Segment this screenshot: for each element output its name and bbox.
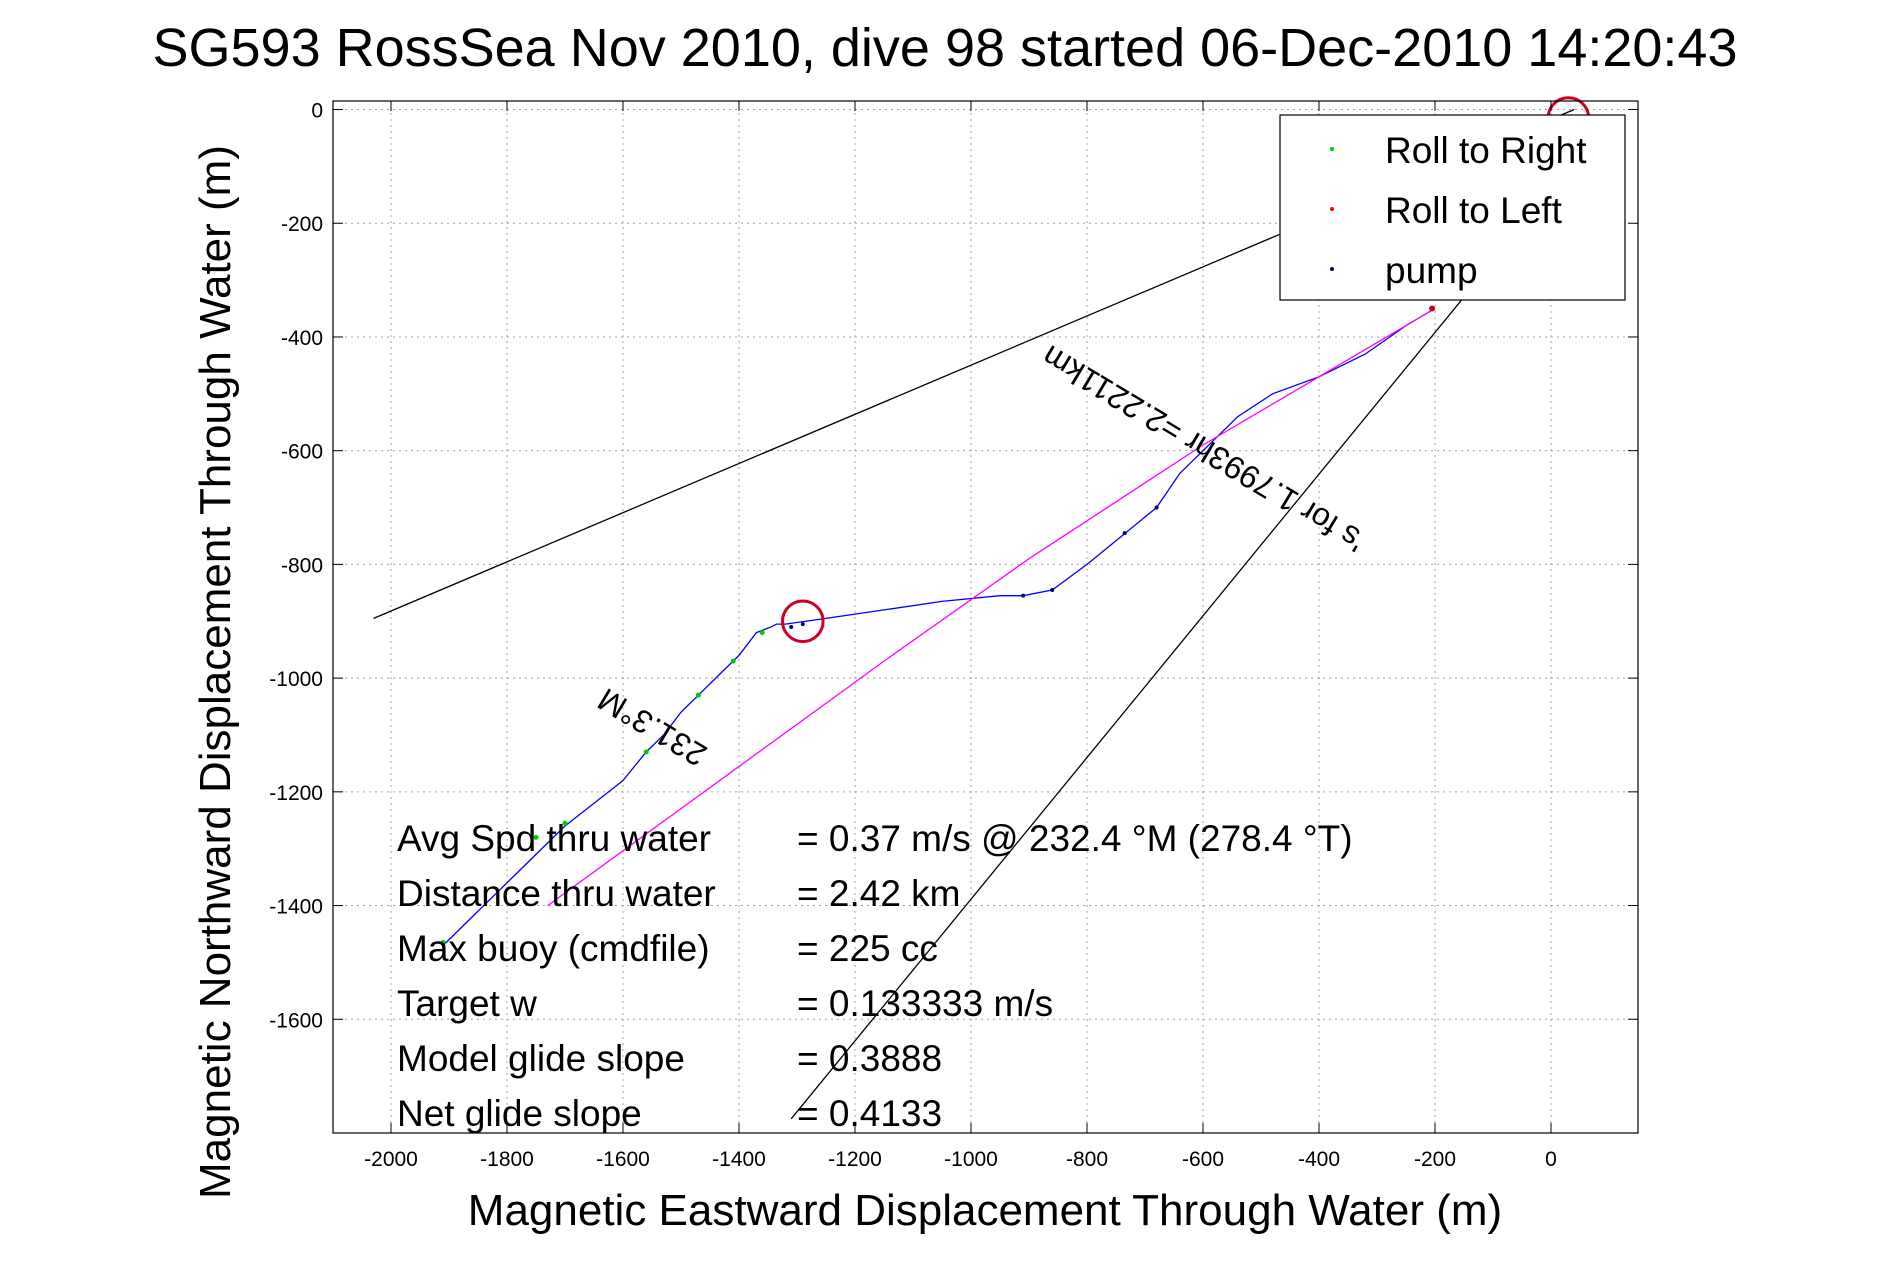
- roll-right-point: [440, 940, 446, 946]
- y-tick-label: -1200: [269, 782, 323, 805]
- series-track: [442, 307, 1436, 946]
- legend: Roll to Right Roll to Left pump: [1279, 114, 1626, 301]
- legend-marker: [1330, 147, 1334, 151]
- y-tick-label: -800: [281, 554, 323, 577]
- series-line-2: [790, 268, 1488, 1120]
- y-tick-label: -1400: [269, 896, 323, 919]
- legend-label: Roll to Left: [1385, 190, 1563, 231]
- x-axis-label: Magnetic Eastward Displacement Through W…: [468, 1186, 1502, 1235]
- roll-right-point: [730, 658, 736, 664]
- stat-label: Model glide slope: [397, 1038, 685, 1079]
- legend-marker: [1330, 267, 1334, 271]
- stat-value: = 0.3888: [797, 1038, 942, 1079]
- x-tick-label: -400: [1298, 1148, 1340, 1171]
- stat-label: Net glide slope: [397, 1093, 642, 1134]
- stat-label: Target w: [397, 983, 537, 1024]
- y-tick-label: -400: [281, 327, 323, 350]
- roll-right-point: [533, 834, 539, 840]
- x-tick-label: -1400: [712, 1148, 766, 1171]
- pump-point: [1050, 587, 1055, 592]
- y-tick-label: -600: [281, 441, 323, 464]
- y-tick-label: -1000: [269, 668, 323, 691]
- roll-left-point: [1429, 305, 1436, 312]
- pump-point: [1154, 505, 1159, 510]
- chart-title: SG593 RossSea Nov 2010, dive 98 started …: [152, 18, 1737, 78]
- roll-right-point: [759, 630, 765, 636]
- stat-value: = 2.42 km: [797, 873, 961, 914]
- y-tick-label: -200: [281, 213, 323, 236]
- pump-point: [789, 624, 794, 629]
- roll-left-loop: [781, 599, 825, 644]
- stat-label: Avg Spd thru water: [397, 818, 711, 859]
- roll-right-point: [695, 692, 701, 698]
- legend-box: [1279, 114, 1626, 301]
- legend-label: Roll to Right: [1385, 130, 1587, 171]
- stat-label: Distance thru water: [397, 873, 716, 914]
- legend-marker: [1330, 207, 1334, 211]
- plot-frame: [332, 100, 1639, 1134]
- ticks-group: -2000 -1800 -1600 -1400 -1200 -1000 -800 -600 -4…: [269, 100, 1638, 1171]
- stat-value: = 0.4133: [797, 1093, 942, 1134]
- stat-value: = 0.133333 m/s: [797, 983, 1053, 1024]
- x-tick-label: -1800: [480, 1148, 534, 1171]
- stat-value: = 225 cc: [797, 928, 938, 969]
- x-tick-label: -200: [1414, 1148, 1456, 1171]
- x-tick-label: -1600: [596, 1148, 650, 1171]
- pump-point: [800, 622, 805, 627]
- stats-group: Avg Spd thru water = 0.37 m/s @ 232.4 °M …: [397, 818, 1353, 1134]
- x-tick-label: -1200: [828, 1148, 882, 1171]
- roll-right-point: [643, 749, 649, 755]
- roll-right-point: [562, 820, 568, 826]
- grid: [333, 101, 1638, 1133]
- y-tick-label: -1600: [269, 1009, 323, 1032]
- y-tick-label: 0: [311, 100, 323, 123]
- x-tick-label: -2000: [364, 1148, 418, 1171]
- x-tick-label: -600: [1182, 1148, 1224, 1171]
- stat-value: = 0.37 m/s @ 232.4 °M (278.4 °T): [797, 818, 1353, 859]
- series-group: [373, 108, 1575, 1120]
- x-tick-label: -1000: [944, 1148, 998, 1171]
- pump-point: [1122, 531, 1127, 536]
- x-tick-label: -800: [1066, 1148, 1108, 1171]
- y-axis-label: Magnetic Northward Displacement Through …: [191, 145, 240, 1199]
- series-straight-track: [547, 307, 1436, 907]
- stat-label: Max buoy (cmdfile): [397, 928, 710, 969]
- legend-label: pump: [1385, 250, 1478, 291]
- pump-point: [1021, 593, 1026, 598]
- x-tick-label: 0: [1545, 1148, 1557, 1171]
